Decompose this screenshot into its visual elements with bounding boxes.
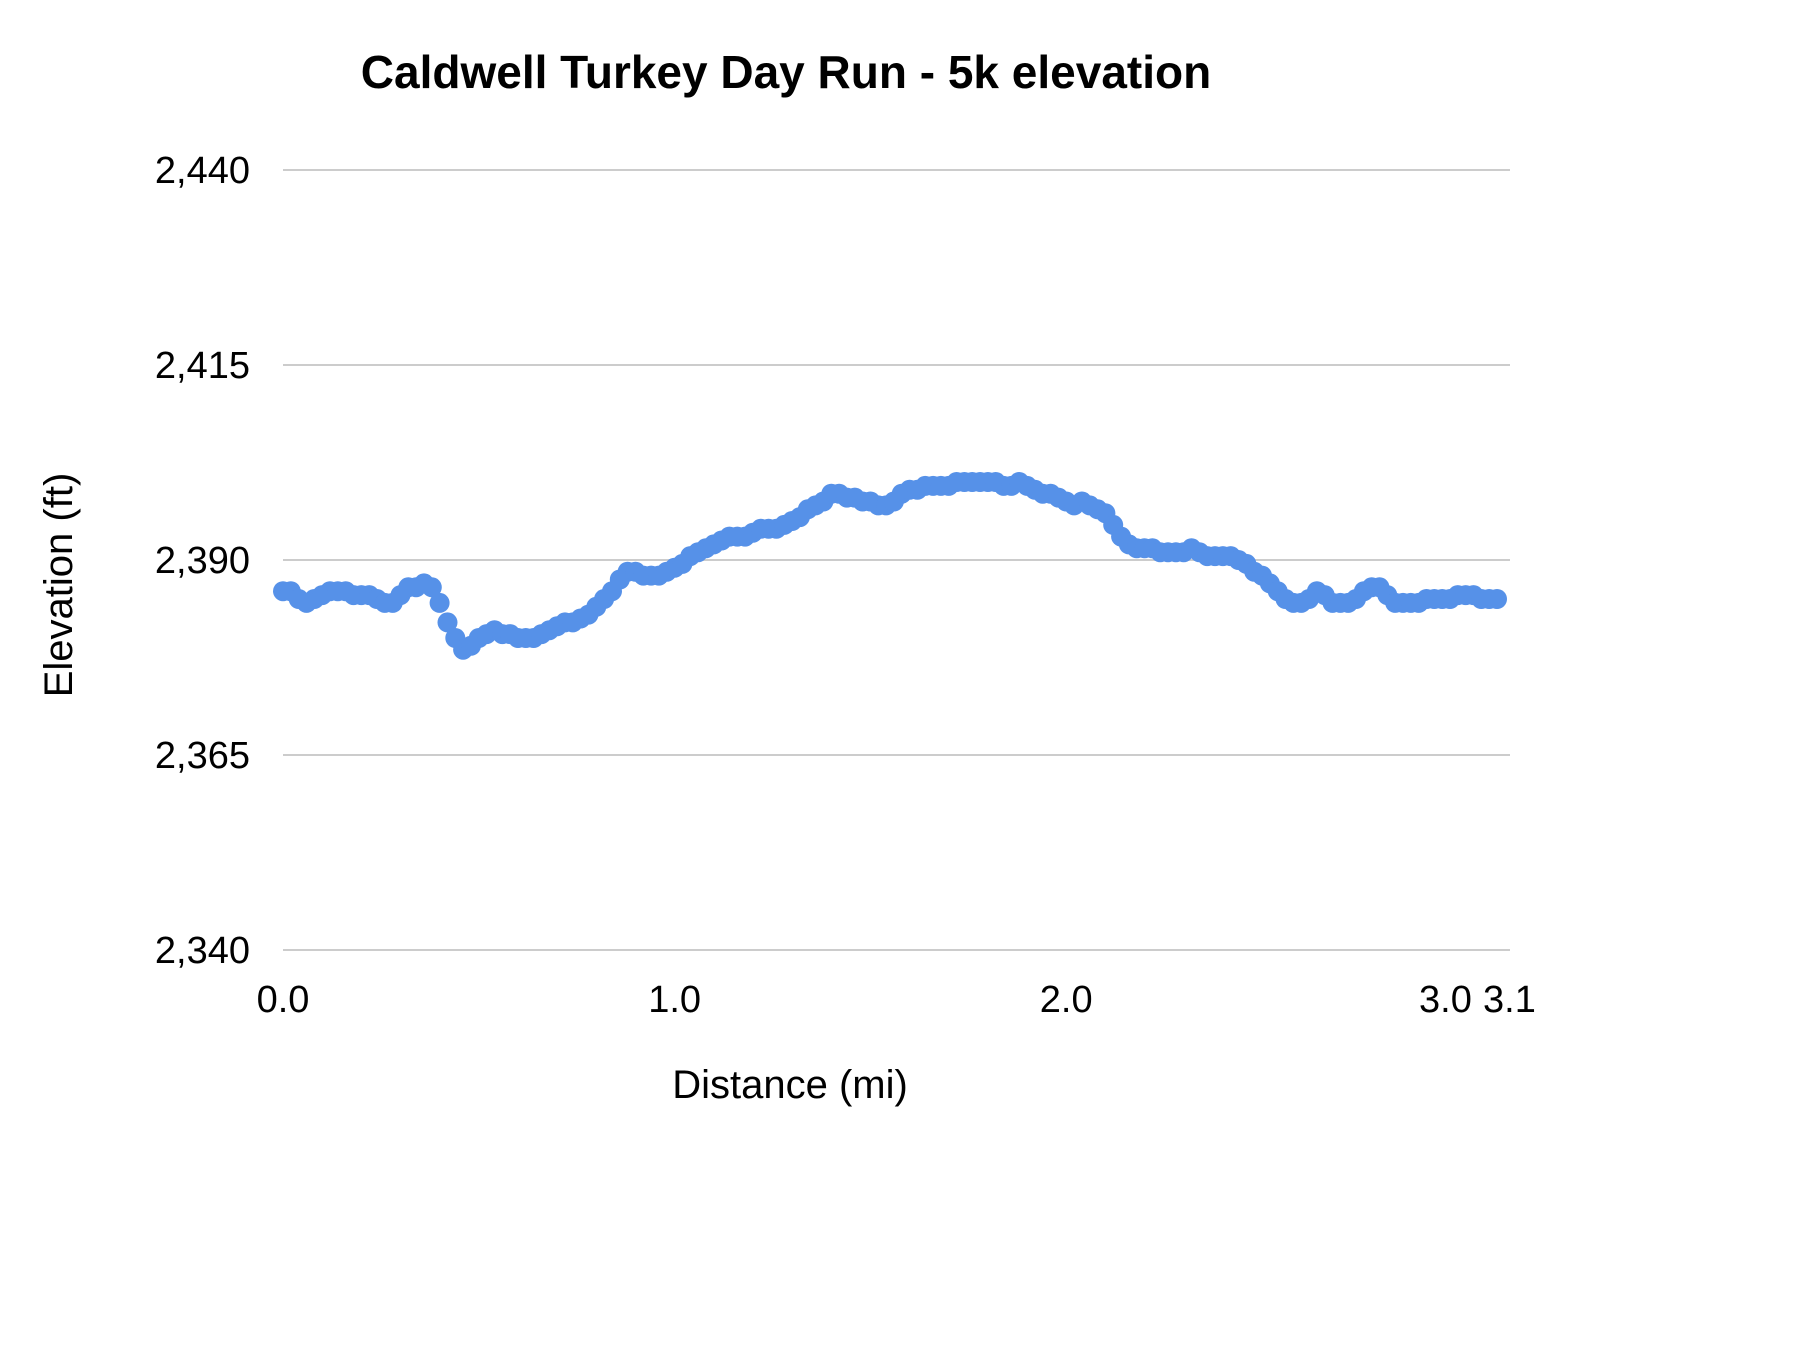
x-axis-tick-labels: 0.0 1.0 2.0 3.0 3.1 <box>257 979 1536 1021</box>
y-tick-label: 2,340 <box>155 930 250 972</box>
y-axis-title: Elevation (ft) <box>37 473 81 698</box>
y-tick-label: 2,365 <box>155 735 250 777</box>
x-tick-label: 3.0 <box>1419 979 1472 1021</box>
elevation-point <box>1487 589 1507 609</box>
x-axis-title: Distance (mi) <box>672 1063 908 1107</box>
data-points <box>273 472 1507 660</box>
x-tick-label: 0.0 <box>257 979 310 1021</box>
y-tick-label: 2,415 <box>155 345 250 387</box>
y-axis-tick-labels: 2,340 2,365 2,390 2,415 2,440 <box>155 150 250 972</box>
elevation-point <box>429 592 450 613</box>
x-tick-label: 2.0 <box>1040 979 1093 1021</box>
gridlines <box>283 169 1510 951</box>
elevation-point <box>437 612 458 633</box>
chart-title: Caldwell Turkey Day Run - 5k elevation <box>361 46 1211 98</box>
x-tick-label: 3.1 <box>1483 979 1536 1021</box>
elevation-point <box>421 577 442 598</box>
y-tick-label: 2,390 <box>155 540 250 582</box>
x-tick-label: 1.0 <box>648 979 701 1021</box>
y-tick-label: 2,440 <box>155 150 250 192</box>
